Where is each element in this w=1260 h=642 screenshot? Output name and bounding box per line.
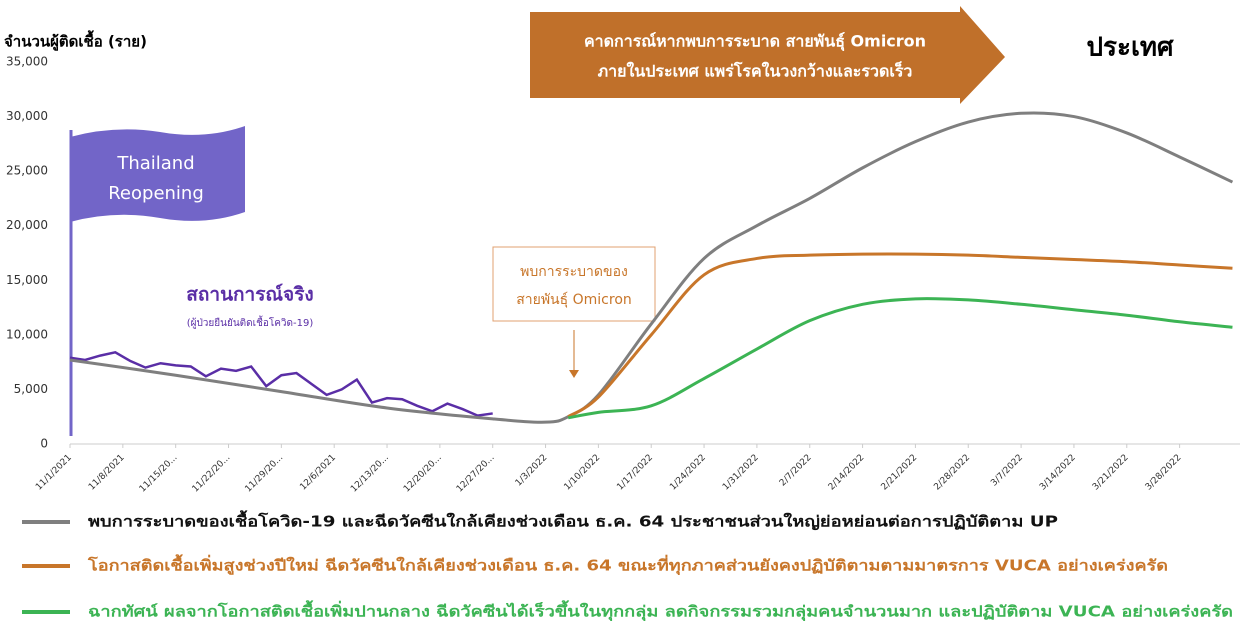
x-tick-label: 11/8/2021 <box>87 453 127 493</box>
annotation-arrow <box>569 370 579 378</box>
y-tick-label: 35,000 <box>6 55 48 69</box>
annotation: (ผู้ป่วยยืนยันติดเชื้อโควิด-19) <box>187 315 314 329</box>
y-tick-label: 20,000 <box>6 218 48 232</box>
x-tick-label: 3/7/2022 <box>989 453 1025 489</box>
x-tick-label: 11/29/20... <box>244 453 286 495</box>
x-tick-label: 11/1/2021 <box>34 453 74 493</box>
x-tick-label: 1/10/2022 <box>563 453 603 493</box>
series-line <box>69 350 493 417</box>
x-tick-label: 1/17/2022 <box>615 453 655 493</box>
x-tick-label: 2/7/2022 <box>778 453 814 489</box>
chart-title: ประเทศ <box>1087 33 1174 63</box>
x-tick-label: 2/14/2022 <box>827 453 867 493</box>
y-tick-label: 0 <box>40 437 48 451</box>
annotation-box <box>492 246 656 322</box>
annotation: สายพันธุ์ Omicron <box>516 291 632 308</box>
x-tick-label: 12/13/20... <box>349 453 391 495</box>
y-tick-label: 30,000 <box>6 109 48 123</box>
x-tick-label: 12/20/20... <box>402 453 444 495</box>
banner-text: คาดการณ์หากพบการระบาด สายพันธุ์ Omicron <box>584 32 926 52</box>
x-tick-label: 3/28/2022 <box>1144 453 1184 493</box>
flag-text: Reopening <box>108 183 204 204</box>
y-tick-label: 10,000 <box>6 327 48 341</box>
x-tick-label: 3/14/2022 <box>1038 453 1078 493</box>
banner-arrow <box>530 6 1005 104</box>
series-line <box>567 297 1233 420</box>
y-tick-label: 25,000 <box>6 164 48 178</box>
annotation: พบการระบาดของ <box>520 264 628 280</box>
y-tick-label: 15,000 <box>6 273 48 287</box>
x-tick-label: 12/27/20... <box>455 453 497 495</box>
x-tick-label: 11/15/20... <box>138 453 180 495</box>
x-tick-label: 1/24/2022 <box>668 453 708 493</box>
legend-label: ฉากทัศน์ ผลจากโอกาสติดเชื้อเพิ่มปานกลาง … <box>88 600 1233 622</box>
x-tick-label: 11/22/20... <box>191 453 233 495</box>
x-tick-label: 2/28/2022 <box>932 453 972 493</box>
series-line <box>69 111 1234 424</box>
x-tick-label: 12/6/2021 <box>298 453 338 493</box>
legend-label: พบการระบาดของเชื้อโควิด-19 และฉีดวัคซีนใ… <box>88 510 1058 531</box>
flag-text: Thailand <box>116 153 194 174</box>
flag <box>70 126 245 222</box>
series-line <box>567 252 1233 419</box>
x-tick-label: 2/21/2022 <box>880 453 920 493</box>
legend-label: โอกาสติดเชื้อเพิ่มสูงช่วงปีใหม่ ฉีดวัคซี… <box>87 554 1168 576</box>
banner-text: ภายในประเทศ แพร่โรคในวงกว้างและรวดเร็ว <box>598 60 913 81</box>
y-tick-label: 5,000 <box>14 382 48 396</box>
y-axis-label: จำนวนผู้ติดเชื้อ (ราย) <box>4 30 147 52</box>
annotation: สถานการณ์จริง <box>186 284 313 306</box>
x-tick-label: 1/3/2022 <box>514 453 550 489</box>
x-tick-label: 1/31/2022 <box>721 453 761 493</box>
x-tick-label: 3/21/2022 <box>1091 453 1131 493</box>
